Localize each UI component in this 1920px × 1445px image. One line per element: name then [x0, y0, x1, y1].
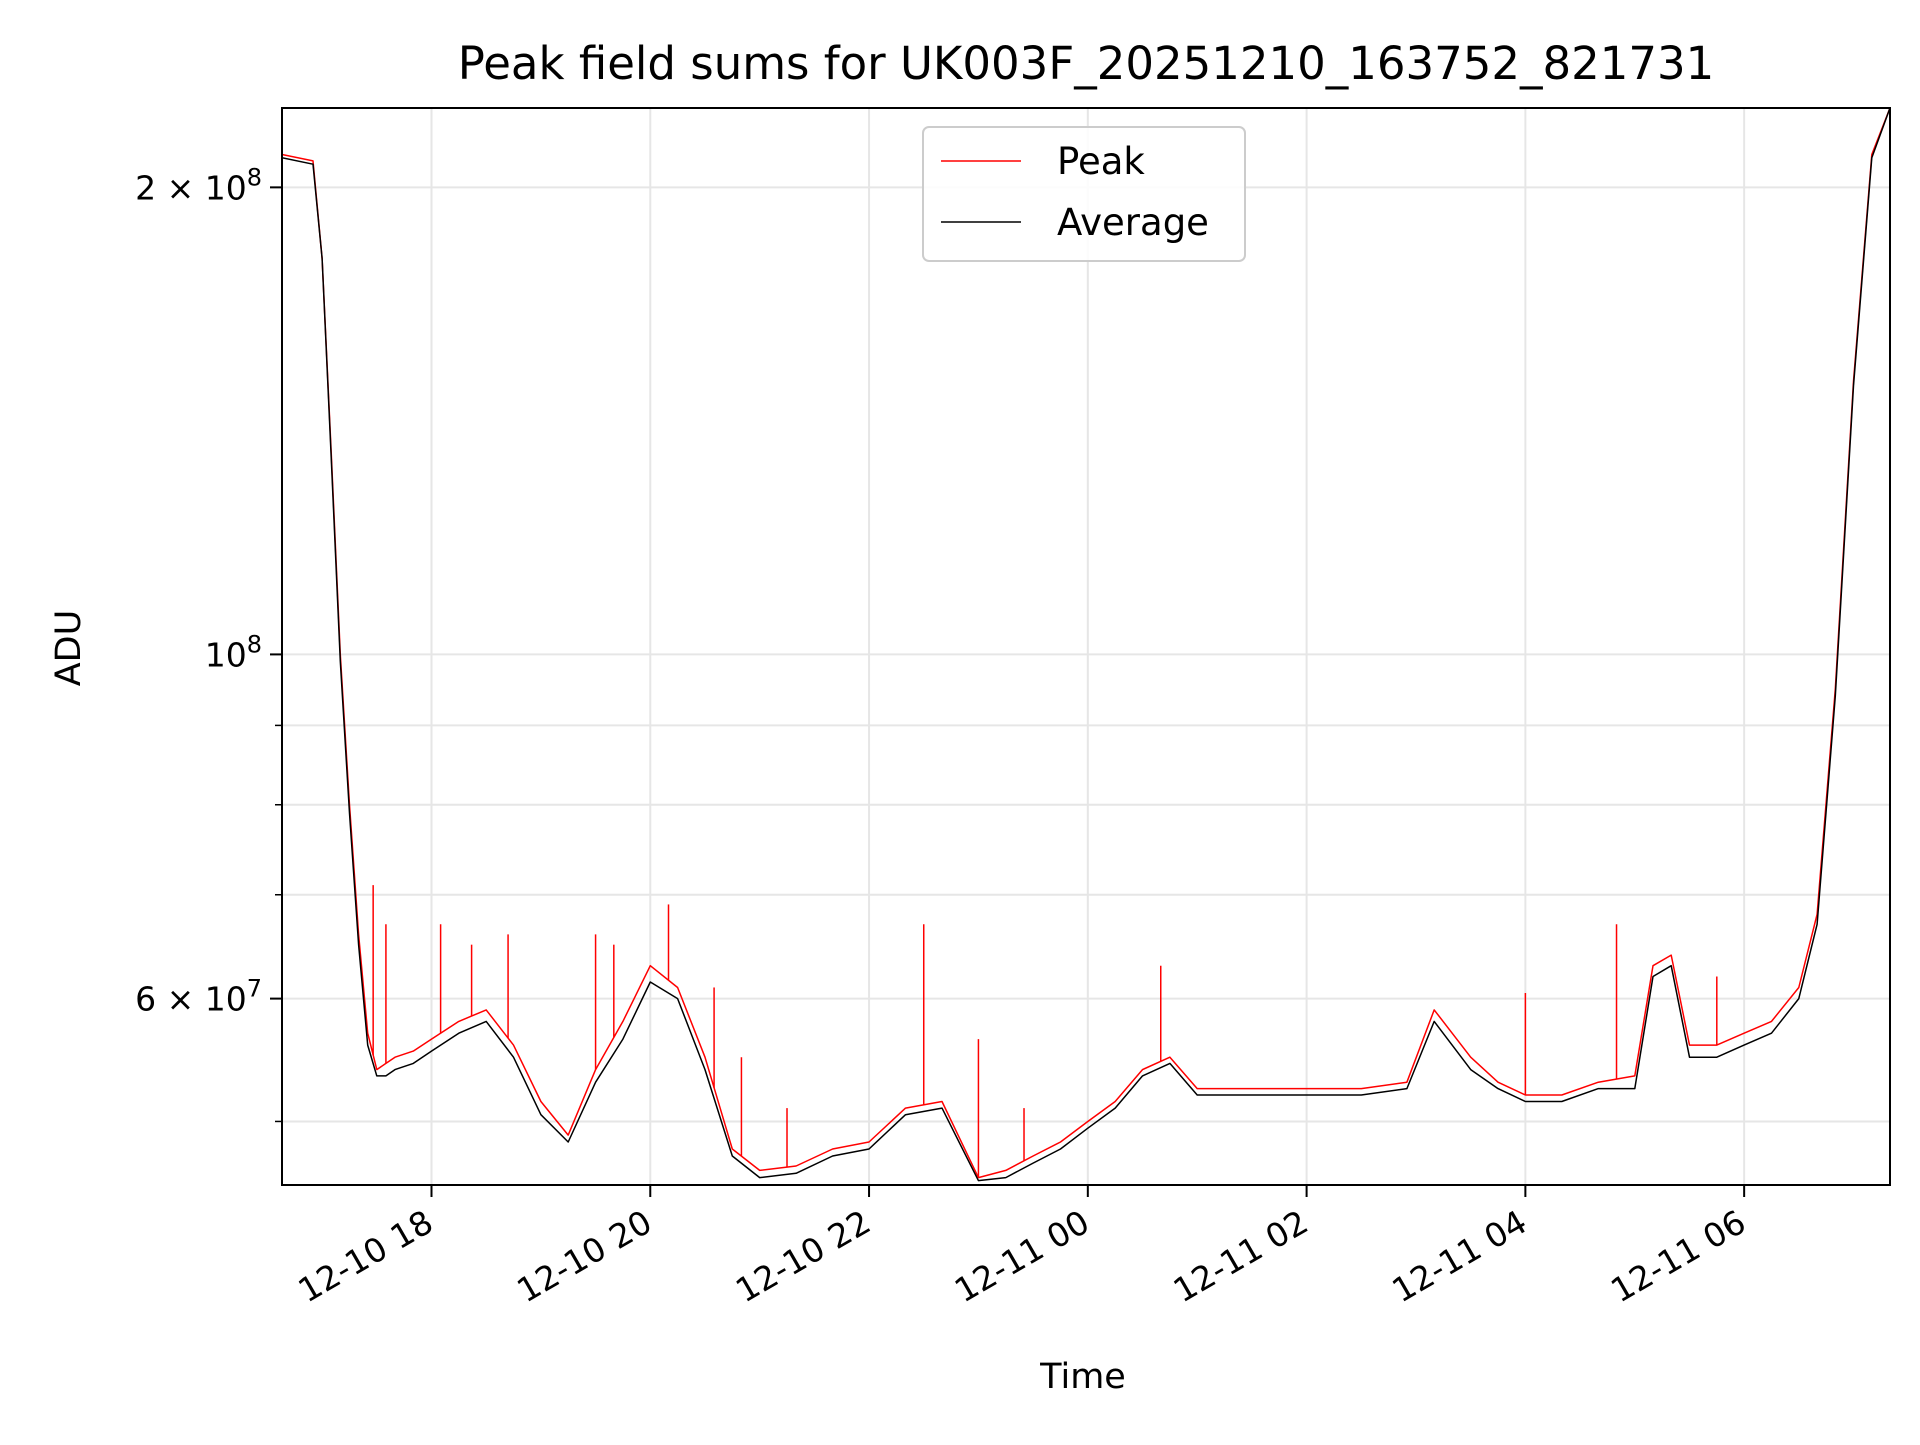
- grid: [282, 108, 1890, 1185]
- legend-label-average: Average: [1057, 201, 1209, 244]
- y-tick-label: 6 × 107: [135, 975, 262, 1019]
- legend-label-peak: Peak: [1057, 140, 1145, 183]
- series-line-average: [282, 108, 1890, 1182]
- legend[interactable]: Peak Average: [922, 126, 1246, 262]
- y-tick-exponent: 8: [247, 163, 262, 191]
- y-tick-exponent: 8: [247, 630, 262, 658]
- y-tick-mantissa: 2 × 10: [135, 168, 247, 207]
- y-tick-mantissa: 10: [205, 635, 247, 674]
- y-tick-label: 108: [205, 630, 262, 674]
- y-tick-mantissa: 6 × 10: [135, 980, 247, 1019]
- y-tick-exponent: 7: [247, 975, 262, 1003]
- x-axis-label: Time: [1039, 1357, 1126, 1397]
- chart-title: Peak field sums for UK003F_20251210_1637…: [458, 37, 1715, 90]
- series-line-peak: [282, 108, 1890, 1179]
- plot-frame: [281, 107, 1891, 1186]
- series-layer: [282, 108, 1890, 1182]
- y-axis-label: ADU: [49, 610, 89, 687]
- y-tick-label: 2 × 108: [135, 163, 262, 207]
